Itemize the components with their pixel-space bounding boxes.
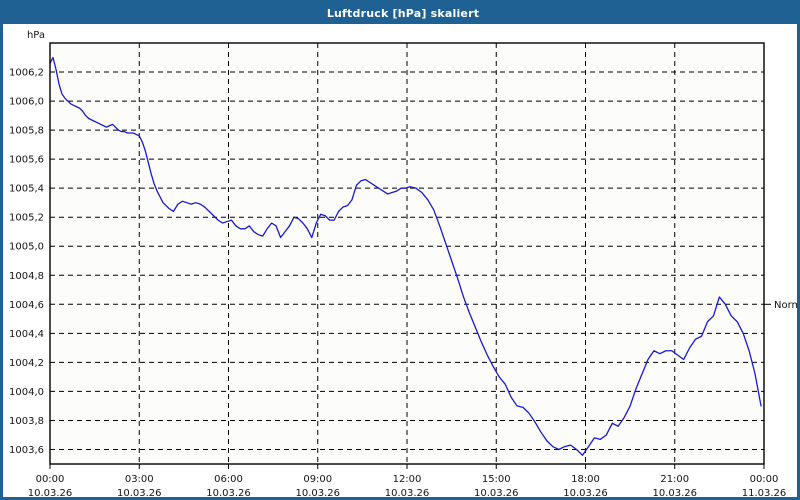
y-tick-label: 1005,6: [9, 155, 44, 166]
y-tick-label: 1004,6: [9, 300, 44, 311]
x-tick-time: 00:00: [750, 474, 779, 485]
x-tick-time: 18:00: [571, 474, 600, 485]
x-axis-tick-labels: 00:00 10.03.26 03:00 10.03.26 06:00 10.03.26 0…: [28, 474, 787, 499]
window-title: Luftdruck [hPa] skaliert: [3, 3, 797, 24]
x-tick-time: 21:00: [660, 474, 689, 485]
y-axis-unit-label: hPa: [27, 30, 45, 41]
x-tick-time: 15:00: [482, 474, 511, 485]
y-tick-label: 1006,2: [9, 68, 44, 79]
x-tick-time: 00:00: [36, 474, 65, 485]
y-axis-tick-labels: 1003,6 1003,8 1004,0 1004,2 1004,4 1004,6 1004…: [9, 68, 44, 456]
x-tick-date: 10.03.26: [474, 488, 519, 499]
x-tick-date: 10.03.26: [295, 488, 340, 499]
pressure-line-chart: 1003,6 1003,8 1004,0 1004,2 1004,4 1004,6 1004…: [3, 24, 797, 499]
x-tick-time: 12:00: [393, 474, 422, 485]
x-tick-time: 09:00: [303, 474, 332, 485]
horizontal-gridlines: [50, 71, 764, 450]
x-tick-date: 10.03.26: [652, 488, 697, 499]
y-tick-label: 1004,8: [9, 271, 44, 282]
y-tick-label: 1005,0: [9, 242, 44, 253]
chart-canvas: 1003,6 1003,8 1004,0 1004,2 1004,4 1004,6 1004…: [3, 24, 797, 499]
data-series: [49, 56, 762, 456]
x-tick-time: 06:00: [214, 474, 243, 485]
x-tick-date: 10.03.26: [385, 488, 430, 499]
y-tick-label: 1005,4: [9, 184, 44, 195]
x-tick-date: 10.03.26: [206, 488, 251, 499]
vertical-gridlines: [138, 43, 676, 464]
annotation-label: Normal: [774, 300, 797, 311]
x-tick-date: 11.03.26: [742, 488, 787, 499]
y-tick-label: 1005,8: [9, 126, 44, 137]
normal-level-annotation: Normal: [764, 300, 797, 311]
y-tick-label: 1003,6: [9, 445, 44, 456]
x-tick-date: 10.03.26: [117, 488, 162, 499]
x-tick-time: 03:00: [125, 474, 154, 485]
y-tick-label: 1006,0: [9, 97, 44, 108]
y-tick-label: 1004,4: [9, 329, 44, 340]
x-tick-date: 10.03.26: [563, 488, 608, 499]
y-tick-label: 1004,2: [9, 358, 44, 369]
x-axis-tick-marks: [49, 464, 765, 469]
y-tick-label: 1003,8: [9, 416, 44, 427]
y-tick-label: 1005,2: [9, 213, 44, 224]
series-line: [49, 56, 762, 456]
y-tick-label: 1004,0: [9, 387, 44, 398]
plot-frame: [49, 42, 765, 465]
x-tick-date: 10.03.26: [28, 488, 73, 499]
